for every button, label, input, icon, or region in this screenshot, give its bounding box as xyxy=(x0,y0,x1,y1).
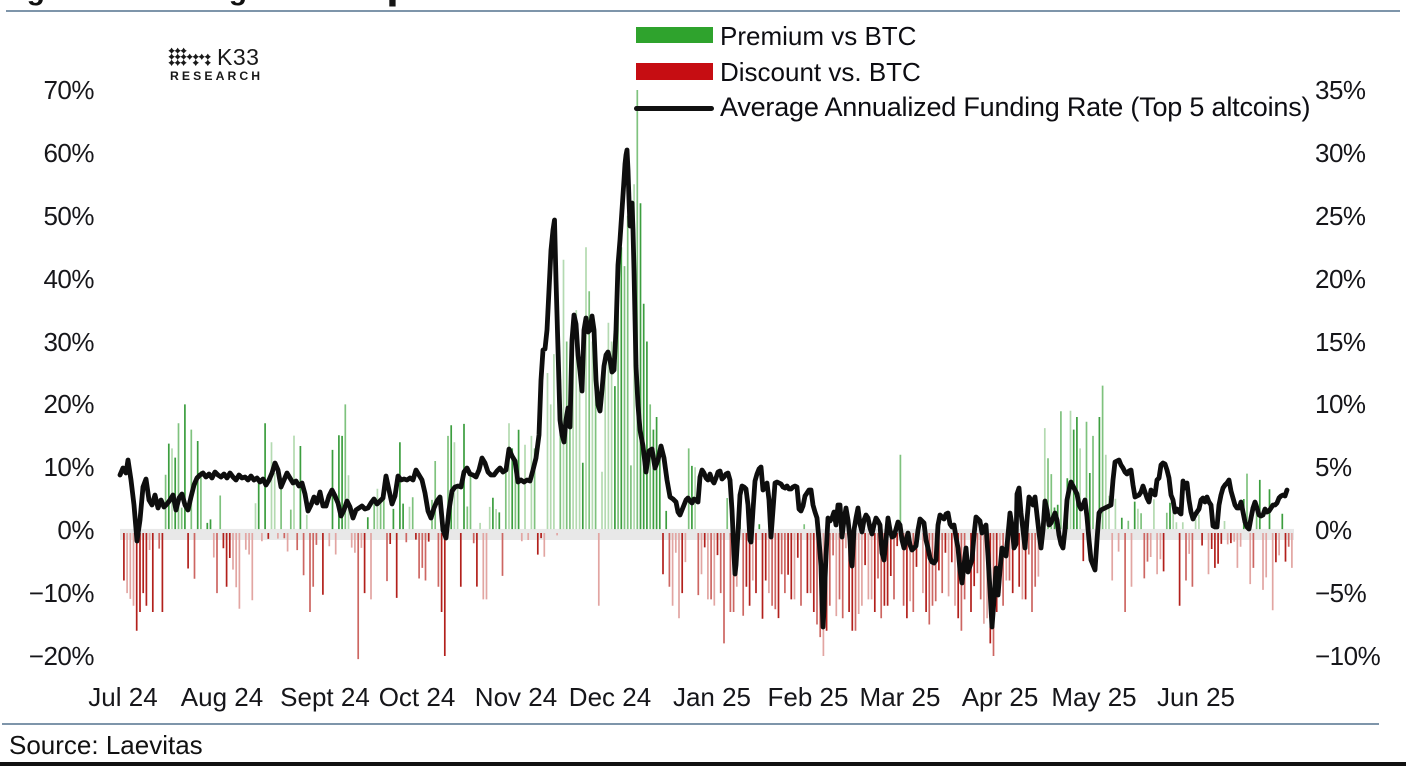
svg-text:Figure 12: Changed altcoin rem: Figure 12: Changed altcoin remiums xyxy=(0,0,520,7)
